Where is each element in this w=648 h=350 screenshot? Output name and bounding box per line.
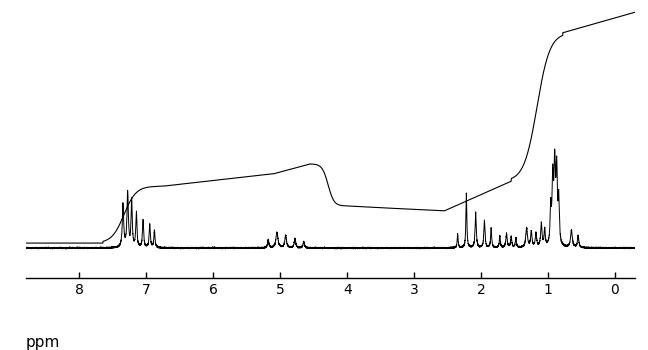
Text: ppm: ppm [26, 335, 60, 350]
